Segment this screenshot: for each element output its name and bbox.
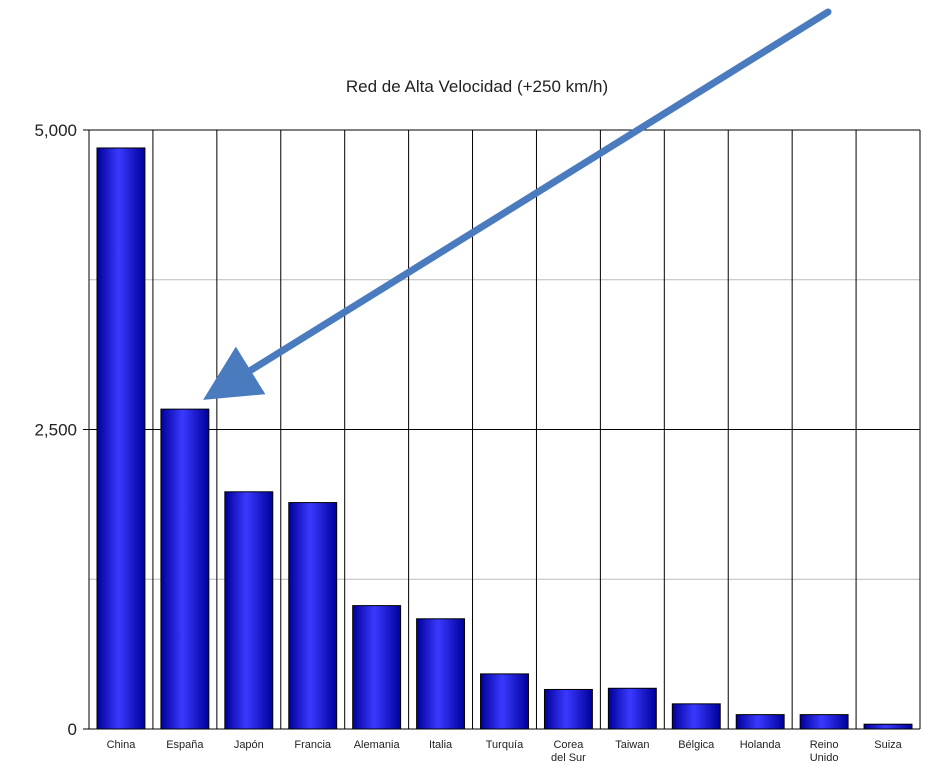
bar xyxy=(607,687,657,730)
annotation xyxy=(203,8,832,400)
bar xyxy=(671,703,721,730)
bar xyxy=(735,714,785,730)
x-category-label: Alemania xyxy=(354,739,401,751)
bar xyxy=(863,723,913,730)
bar xyxy=(799,714,849,730)
x-category-label: Bélgica xyxy=(678,739,715,751)
x-category-label: Italia xyxy=(429,739,453,751)
x-category-label: Taiwan xyxy=(615,739,649,751)
bar xyxy=(352,605,402,730)
bar xyxy=(96,147,146,730)
chart-title: Red de Alta Velocidad (+250 km/h) xyxy=(346,77,608,96)
x-category-label: España xyxy=(166,739,204,751)
bar xyxy=(288,502,338,730)
x-category-label: Turquía xyxy=(486,739,524,751)
bar xyxy=(160,408,210,730)
bar xyxy=(224,491,274,730)
bars xyxy=(96,147,913,730)
y-tick-label: 0 xyxy=(68,720,77,739)
x-category-label: Japón xyxy=(234,739,264,751)
x-category-label: Francia xyxy=(294,739,332,751)
x-category-label: Holanda xyxy=(740,739,782,751)
bar xyxy=(480,673,529,730)
x-category-label: Suiza xyxy=(874,739,902,751)
annotation-arrow xyxy=(203,8,832,400)
x-category-label: Reino Unido xyxy=(810,739,839,764)
x-category-label: China xyxy=(107,739,137,751)
bar xyxy=(543,688,593,730)
bar xyxy=(416,618,466,730)
y-tick-label: 2,500 xyxy=(34,421,77,440)
x-axis: China España Japón Francia Alemania Italia Tur… xyxy=(107,739,903,764)
x-category-label: Corea del Sur xyxy=(551,739,586,764)
y-axis: 0 2,500 5,000 xyxy=(34,121,77,739)
y-tick-label: 5,000 xyxy=(34,121,77,140)
